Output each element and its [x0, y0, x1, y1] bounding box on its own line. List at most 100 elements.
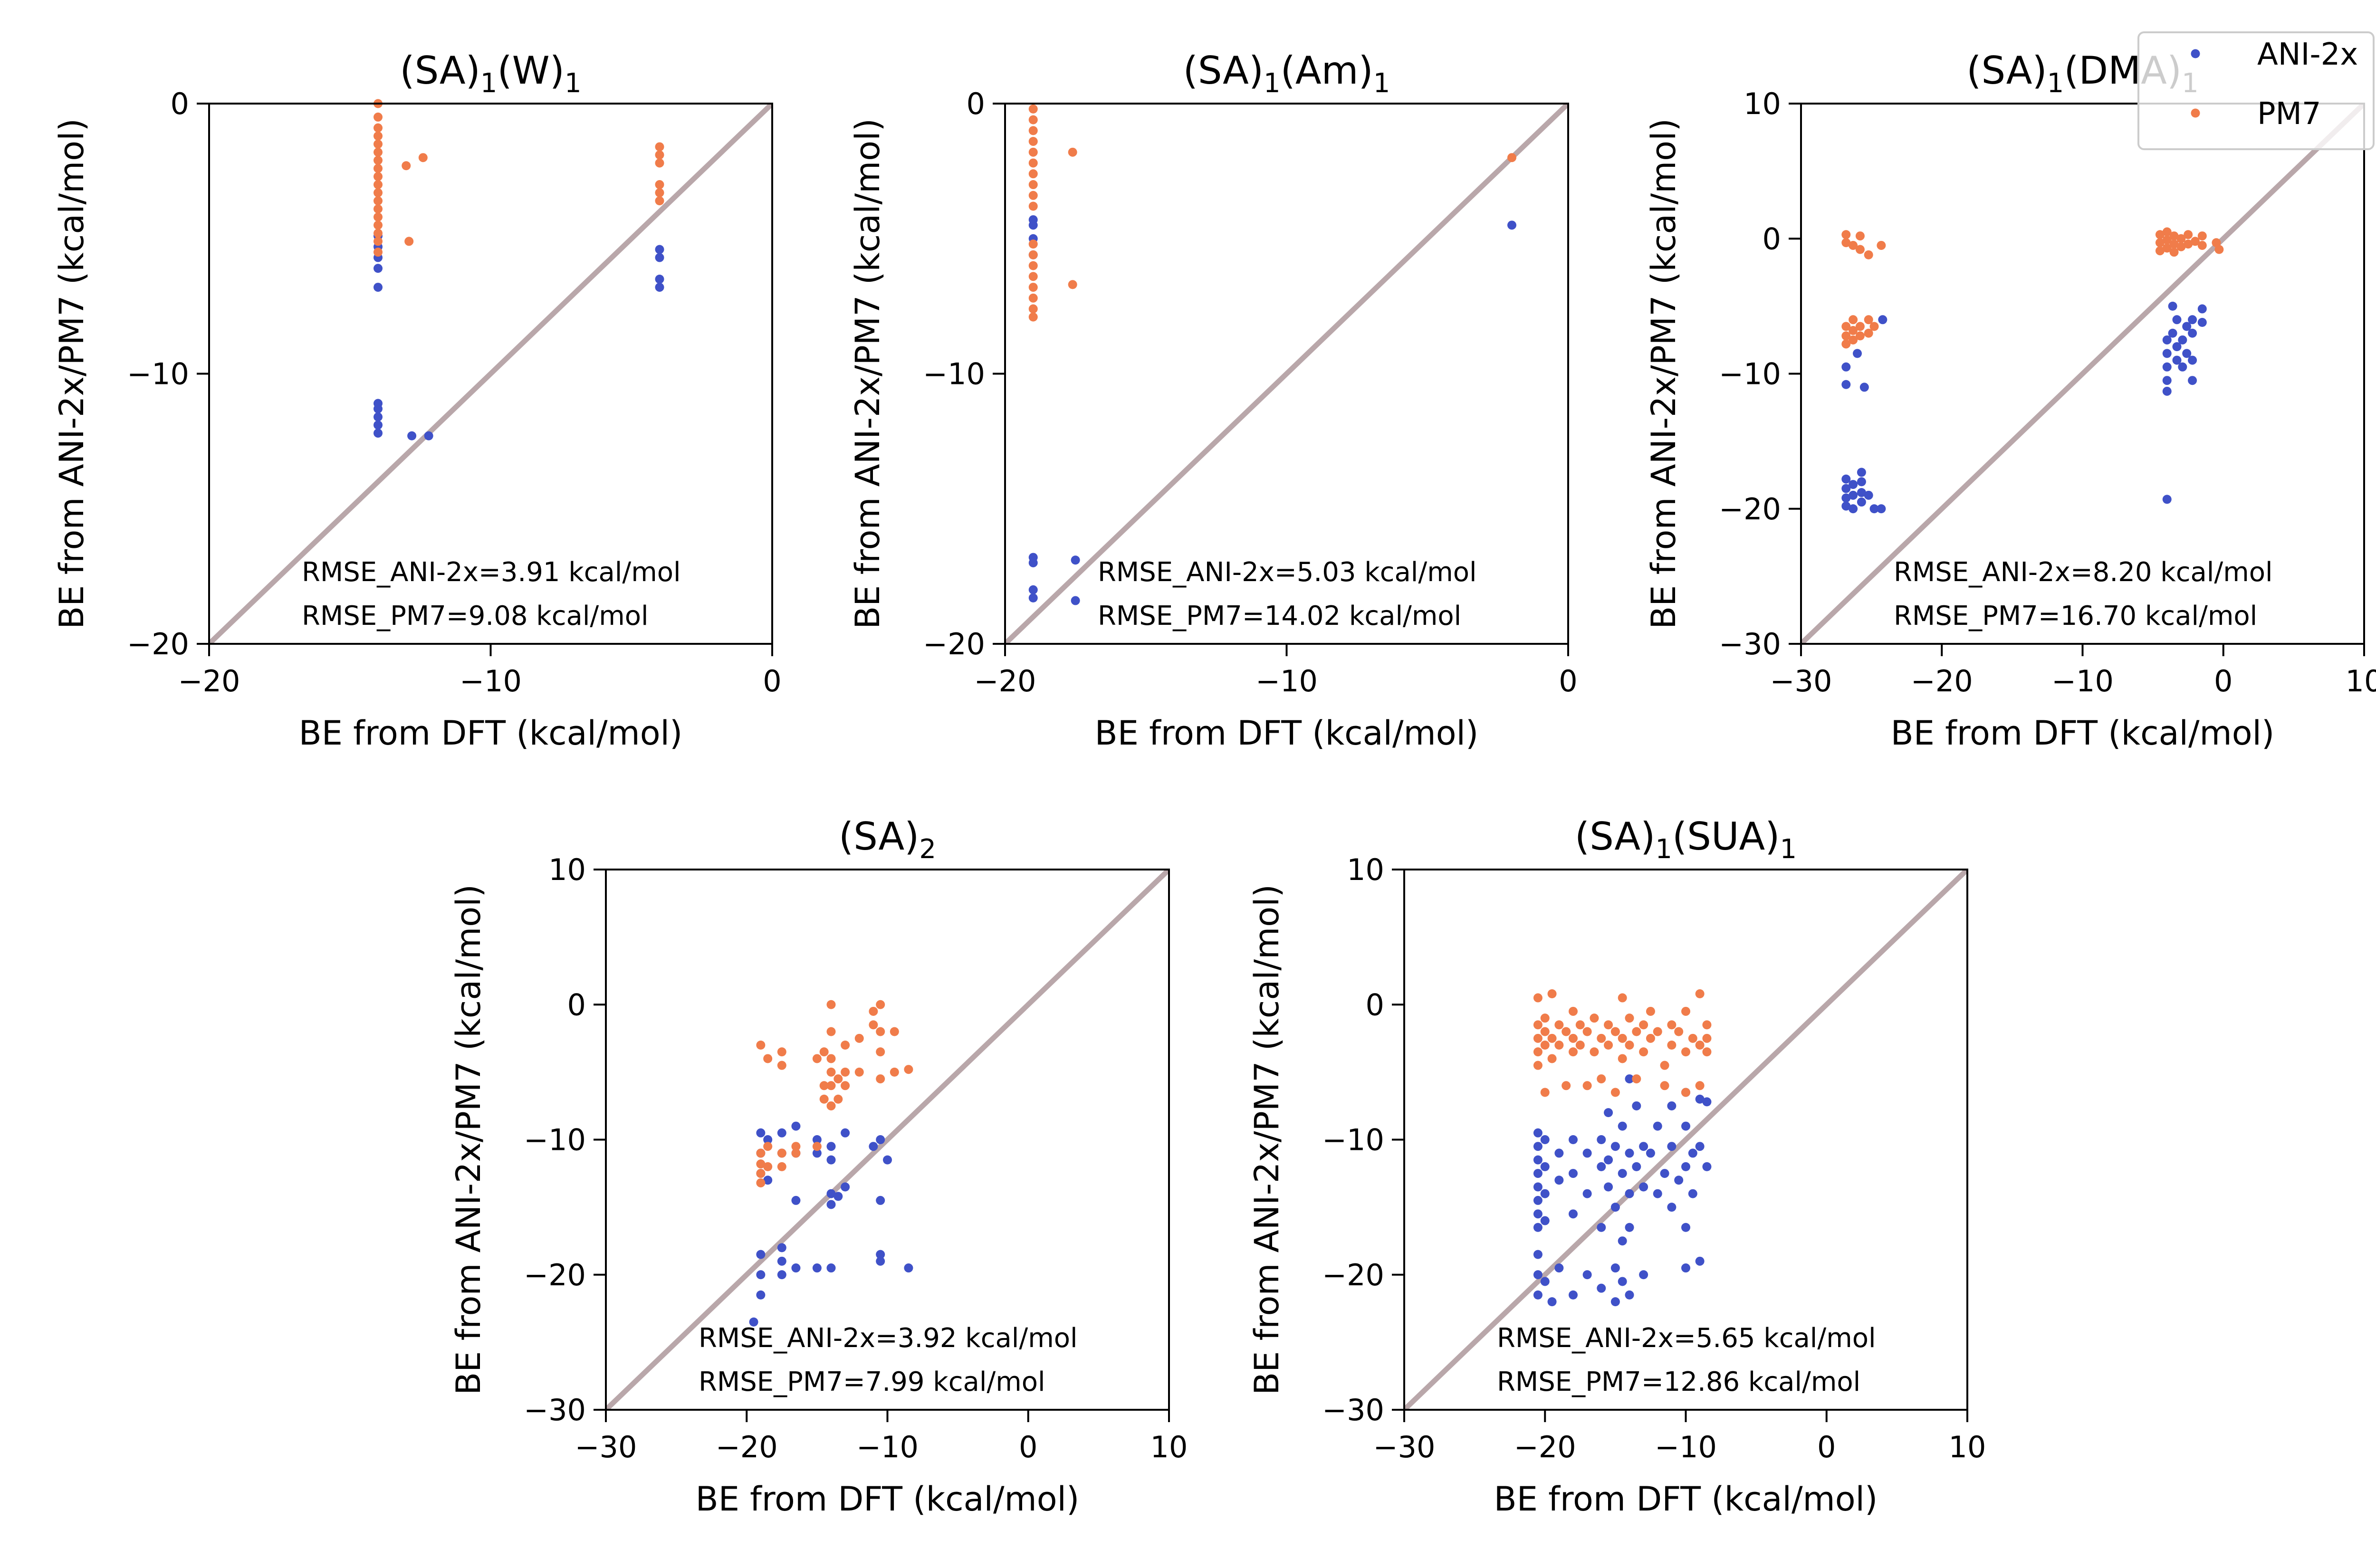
data-point — [1695, 1081, 1705, 1090]
data-point — [1582, 1270, 1592, 1280]
data-point — [374, 237, 383, 246]
data-point — [402, 161, 411, 171]
y-tick-label: 10 — [1347, 852, 1384, 887]
data-point — [1618, 993, 1627, 1003]
data-point — [1857, 497, 1866, 507]
data-point — [1625, 1013, 1634, 1023]
y-tick-label: 10 — [1744, 86, 1781, 121]
data-point — [826, 1263, 836, 1273]
x-tick-label: −20 — [178, 664, 240, 698]
data-point — [2162, 349, 2172, 358]
x-tick-label: 0 — [2214, 664, 2232, 698]
data-point — [1575, 1041, 1585, 1050]
data-point — [826, 1081, 836, 1090]
data-point — [1702, 1162, 1712, 1171]
data-point — [1068, 147, 1077, 157]
data-point — [374, 131, 383, 141]
y-tick-label: 0 — [1763, 221, 1781, 256]
data-point — [2155, 246, 2165, 256]
data-point — [1533, 1020, 1542, 1030]
data-point — [1864, 250, 1873, 259]
data-point — [1582, 1027, 1592, 1036]
data-point — [374, 180, 383, 190]
data-point — [1625, 1148, 1634, 1158]
data-point — [1569, 1169, 1578, 1178]
diagonal-line — [209, 104, 772, 644]
data-point — [374, 188, 383, 198]
data-point — [2182, 322, 2192, 331]
data-point — [854, 1033, 864, 1043]
data-point — [2162, 386, 2172, 396]
rmse-annotation: RMSE_ANI-2x=3.92 kcal/mol — [699, 1323, 1078, 1354]
x-tick-label: −10 — [460, 664, 522, 698]
data-point — [1533, 1033, 1542, 1043]
data-point — [1533, 1061, 1542, 1070]
data-point — [1071, 555, 1080, 565]
data-point — [374, 283, 383, 292]
data-point — [1618, 1033, 1627, 1043]
data-point — [1028, 293, 1038, 303]
data-point — [655, 196, 664, 206]
data-point — [1849, 490, 1858, 500]
data-point — [812, 1142, 822, 1151]
data-point — [1667, 1020, 1677, 1030]
data-point — [2178, 335, 2187, 344]
data-point — [876, 1195, 885, 1205]
series-ani-2x — [1533, 1074, 1712, 1307]
data-point — [1841, 238, 1851, 248]
y-tick-label: −20 — [1719, 492, 1781, 526]
data-point — [763, 1176, 773, 1185]
data-point — [1533, 1270, 1542, 1280]
data-point — [1604, 1155, 1613, 1165]
data-point — [1855, 231, 1865, 241]
data-point — [1533, 1223, 1542, 1232]
data-point — [876, 1047, 885, 1057]
y-tick-label: 0 — [567, 987, 586, 1022]
data-point — [756, 1159, 766, 1169]
data-point — [1597, 1162, 1606, 1171]
data-point — [2172, 342, 2182, 352]
series-pm7 — [1028, 104, 1516, 322]
data-point — [826, 1067, 836, 1077]
data-point — [1582, 1189, 1592, 1198]
data-point — [1533, 1182, 1542, 1192]
data-point — [1857, 477, 1866, 487]
data-point — [826, 1000, 836, 1009]
chart-title: (SA)2 — [839, 814, 936, 865]
series-pm7 — [374, 99, 664, 257]
data-point — [2162, 227, 2172, 237]
series-ani-2x — [1028, 215, 1516, 605]
data-point — [2155, 230, 2165, 239]
x-tick-label: −30 — [1770, 664, 1832, 698]
data-point — [890, 1067, 899, 1077]
y-tick-label: −10 — [923, 357, 985, 392]
data-point — [1618, 1277, 1627, 1286]
data-point — [655, 283, 664, 292]
data-point — [1681, 1006, 1690, 1016]
data-point — [1688, 1033, 1697, 1043]
x-tick-label: −20 — [716, 1430, 778, 1464]
data-point — [1533, 1128, 1542, 1138]
data-point — [841, 1182, 850, 1192]
data-point — [2169, 248, 2179, 257]
y-tick-label: −30 — [1719, 627, 1781, 661]
data-point — [1604, 1108, 1613, 1118]
data-point — [1681, 1223, 1690, 1232]
data-point — [1028, 126, 1038, 135]
data-point — [1864, 328, 1873, 338]
data-point — [1841, 362, 1851, 372]
data-point — [826, 1027, 836, 1036]
rmse-annotation: RMSE_PM7=12.86 kcal/mol — [1497, 1367, 1860, 1397]
data-point — [407, 431, 417, 440]
data-point — [1681, 1162, 1690, 1171]
data-point — [1864, 490, 1873, 500]
data-point — [2169, 239, 2179, 249]
data-point — [374, 147, 383, 157]
data-point — [1533, 1155, 1542, 1165]
data-point — [1632, 1101, 1641, 1110]
data-point — [1590, 1047, 1599, 1057]
data-point — [1849, 315, 1858, 325]
data-point — [756, 1290, 766, 1300]
data-point — [1610, 1297, 1620, 1307]
data-point — [1841, 331, 1851, 341]
